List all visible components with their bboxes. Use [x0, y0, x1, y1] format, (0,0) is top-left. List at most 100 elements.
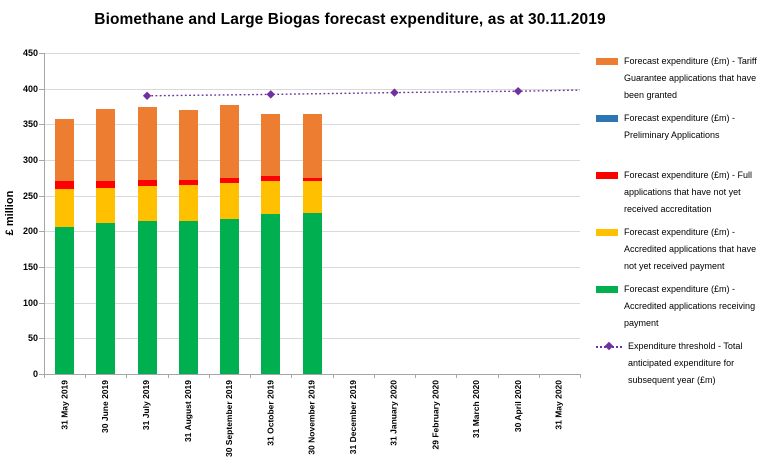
bar-segment: [55, 118, 75, 182]
y-axis-tick: [39, 374, 44, 375]
bar-segment: [302, 181, 322, 213]
bar-segment: [137, 221, 157, 374]
legend-item: Forecast expenditure (£m) - Full applica…: [596, 167, 764, 218]
x-axis-tick: [208, 374, 210, 378]
x-axis-tick: [373, 374, 375, 378]
threshold-diamond-marker: [390, 88, 399, 97]
x-tick-label: 31 October 2019: [265, 380, 276, 446]
y-axis-tick: [39, 160, 44, 161]
y-tick-label: 150: [22, 262, 38, 272]
x-axis-tick: [126, 374, 128, 378]
bar-segment: [302, 177, 322, 182]
bar-segment: [96, 109, 116, 182]
x-tick-label: 31 December 2019: [347, 380, 358, 455]
x-tick-label: 30 November 2019: [306, 380, 317, 455]
x-axis-tick: [332, 374, 334, 378]
y-axis-tick: [39, 195, 44, 197]
y-tick-label: 350: [22, 119, 38, 130]
bar-segment: [96, 181, 116, 188]
x-axis-tick: [415, 374, 417, 378]
y-tick-label: 450: [22, 48, 38, 58]
x-axis-tick: [497, 374, 499, 378]
legend-swatch: [596, 58, 618, 65]
legend-label: Forecast expenditure (£m) - Preliminary …: [624, 113, 736, 140]
x-axis-tick: [44, 374, 45, 378]
y-axis-tick: [39, 53, 44, 54]
threshold-line: [142, 86, 581, 100]
bar-segment: [178, 220, 198, 374]
bar-segment: [55, 227, 75, 374]
y-tick-label: 250: [22, 190, 38, 201]
x-tick-label: 31 January 2020: [388, 380, 399, 446]
x-tick-label: 31 July 2019: [141, 380, 152, 431]
x-tick-label: 31 May 2020: [553, 380, 564, 430]
y-tick-label: 100: [22, 297, 38, 308]
bar-segment: [55, 188, 75, 228]
bar-segment: [302, 212, 322, 374]
bar-segment: [220, 182, 240, 220]
x-axis-tick: [250, 374, 252, 378]
x-tick-label: 31 August 2019: [182, 380, 193, 443]
chart-title: Biomethane and Large Biogas forecast exp…: [94, 11, 606, 28]
x-tick-label: 29 February 2020: [430, 380, 441, 450]
bar-segment: [261, 113, 281, 177]
x-tick-label: 30 June 2019: [100, 380, 111, 433]
bar-segment: [96, 222, 116, 374]
y-tick-label: 200: [22, 226, 38, 237]
threshold-diamond-marker: [142, 91, 152, 100]
y-axis-tick: [39, 231, 44, 233]
x-axis-tick: [456, 374, 458, 378]
legend-item: Forecast expenditure (£m) - Tariff Guara…: [596, 53, 764, 104]
x-axis-tick: [580, 374, 581, 378]
legend-item: Expenditure threshold - Total anticipate…: [596, 338, 768, 389]
bar-segment: [178, 110, 198, 180]
bar-segment: [137, 107, 157, 180]
y-tick-label: 0: [32, 369, 38, 379]
y-axis-line: [44, 53, 45, 374]
legend-label: Forecast expenditure (£m) - Full applica…: [624, 170, 753, 214]
x-axis-line: [44, 374, 581, 375]
legend-label: Forecast expenditure (£m) - Accredited a…: [624, 227, 757, 271]
y-tick-label: 400: [22, 83, 38, 94]
x-tick-label: 30 April 2020: [512, 380, 523, 433]
x-axis-tick: [85, 374, 87, 378]
legend-item: Forecast expenditure (£m) - Accredited a…: [596, 224, 764, 275]
legend-threshold-marker: [596, 341, 622, 351]
bar-segment: [261, 180, 281, 215]
x-axis-tick: [167, 374, 169, 378]
y-tick-label: 300: [22, 155, 38, 165]
legend-swatch: [596, 229, 618, 236]
legend-swatch: [596, 286, 618, 293]
bar-segment: [261, 214, 281, 374]
bar-segment: [137, 179, 157, 186]
x-axis-tick: [538, 374, 540, 378]
bar-segment: [220, 105, 240, 178]
legend-item: Forecast expenditure (£m) - Preliminary …: [596, 110, 764, 144]
bar-segment: [302, 114, 322, 178]
bar-segment: [220, 177, 240, 183]
y-tick-label: 50: [27, 333, 38, 344]
y-axis-tick: [39, 124, 44, 126]
gridline: [44, 88, 580, 90]
legend-label: Forecast expenditure (£m) - Accredited a…: [624, 284, 756, 328]
x-tick-label: 30 September 2019: [224, 380, 235, 458]
bar-segment: [220, 219, 240, 374]
bar-segment: [55, 181, 75, 189]
threshold-diamond-marker: [513, 86, 523, 96]
y-axis-tick: [39, 88, 44, 90]
legend-label: Forecast expenditure (£m) - Tariff Guara…: [624, 56, 757, 100]
bar-segment: [96, 187, 116, 223]
legend-swatch: [596, 172, 618, 179]
x-axis-tick: [291, 374, 293, 378]
bar-segment: [178, 184, 198, 221]
legend-swatch: [596, 115, 618, 122]
y-axis-tick: [39, 302, 44, 304]
gridline: [44, 53, 580, 54]
legend-label: Expenditure threshold - Total anticipate…: [628, 341, 743, 385]
y-axis-tick: [39, 267, 44, 268]
bar-segment: [261, 176, 281, 181]
threshold-diamond-marker: [266, 90, 275, 99]
x-tick-label: 31 May 2019: [59, 380, 70, 430]
x-tick-label: 31 March 2020: [471, 380, 482, 439]
